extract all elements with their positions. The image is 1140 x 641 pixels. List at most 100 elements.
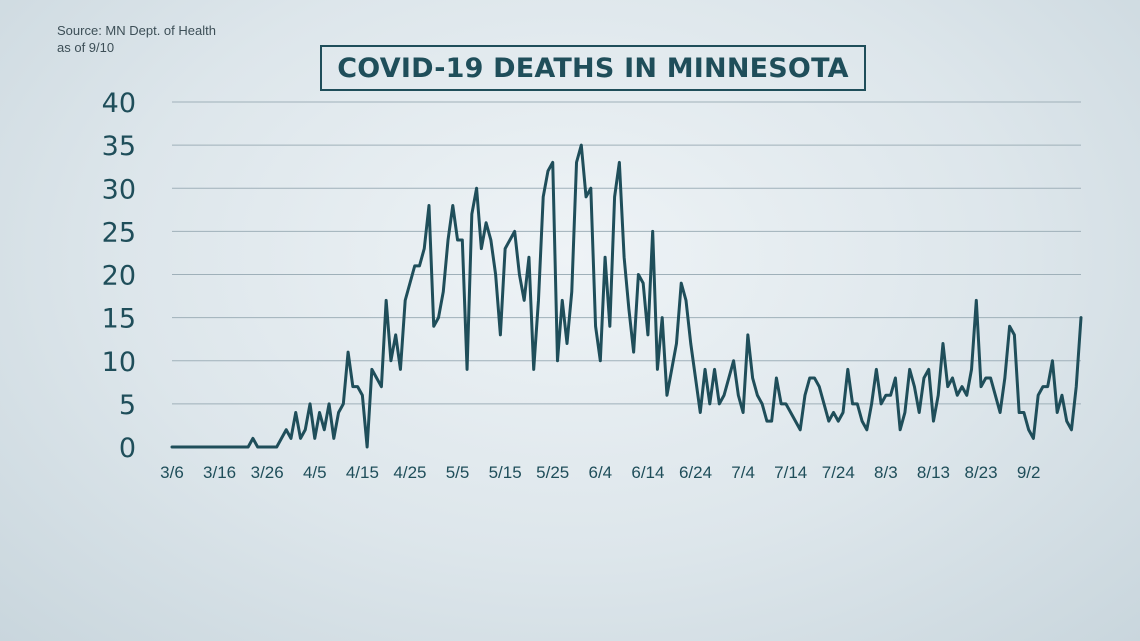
data-point xyxy=(466,368,469,371)
data-point xyxy=(618,161,621,164)
data-point xyxy=(337,411,340,414)
data-point xyxy=(723,394,726,397)
data-point xyxy=(171,446,174,449)
data-point xyxy=(1046,385,1049,388)
data-point xyxy=(680,282,683,285)
data-point xyxy=(599,359,602,362)
y-tick-label: 40 xyxy=(102,88,136,119)
data-point xyxy=(856,402,859,405)
data-point xyxy=(770,420,773,423)
data-point xyxy=(713,368,716,371)
data-point xyxy=(594,325,597,328)
data-point xyxy=(347,351,350,354)
data-point xyxy=(918,411,921,414)
x-tick-label: 8/3 xyxy=(874,463,898,482)
data-point xyxy=(908,368,911,371)
data-point xyxy=(656,368,659,371)
data-point xyxy=(894,377,897,380)
data-point xyxy=(399,368,402,371)
x-tick-label: 9/2 xyxy=(1017,463,1041,482)
data-point xyxy=(261,446,264,449)
data-point xyxy=(623,256,626,259)
data-point xyxy=(642,282,645,285)
data-point xyxy=(218,446,221,449)
data-point xyxy=(451,204,454,207)
x-tick-label: 7/4 xyxy=(731,463,755,482)
data-point xyxy=(827,420,830,423)
data-point xyxy=(922,377,925,380)
data-point xyxy=(213,446,216,449)
data-point xyxy=(423,247,426,250)
data-point xyxy=(508,239,511,242)
data-point xyxy=(865,428,868,431)
data-point xyxy=(366,446,369,449)
data-point xyxy=(927,368,930,371)
data-point xyxy=(180,446,183,449)
data-point xyxy=(742,411,745,414)
data-point xyxy=(570,290,573,293)
data-point xyxy=(780,402,783,405)
chart-title: COVID-19 DEATHS IN MINNESOTA xyxy=(337,52,849,84)
data-point xyxy=(266,446,269,449)
data-point xyxy=(727,377,730,380)
data-point xyxy=(589,187,592,190)
data-point xyxy=(289,437,292,440)
data-point xyxy=(684,299,687,302)
y-tick-label: 5 xyxy=(119,390,136,421)
data-point xyxy=(613,195,616,198)
data-point xyxy=(318,411,321,414)
series-line-deaths xyxy=(170,143,1083,449)
data-point xyxy=(1027,428,1030,431)
x-tick-label: 5/5 xyxy=(446,463,470,482)
data-point xyxy=(513,230,516,233)
data-point xyxy=(328,402,331,405)
y-tick-label: 35 xyxy=(102,131,136,162)
as-of-date: as of 9/10 xyxy=(57,40,115,55)
data-point xyxy=(975,299,978,302)
chart-title-box: COVID-19 DEATHS IN MINNESOTA xyxy=(320,45,866,91)
data-point xyxy=(651,230,654,233)
data-point xyxy=(794,420,797,423)
data-point xyxy=(789,411,792,414)
data-point xyxy=(646,333,649,336)
data-point xyxy=(670,368,673,371)
data-point xyxy=(913,385,916,388)
data-point xyxy=(984,377,987,380)
data-point xyxy=(637,273,640,276)
data-point xyxy=(989,377,992,380)
data-point xyxy=(956,394,959,397)
data-point xyxy=(875,368,878,371)
data-point xyxy=(385,299,388,302)
data-point xyxy=(932,420,935,423)
data-point xyxy=(899,428,902,431)
data-point xyxy=(537,299,540,302)
data-point xyxy=(427,204,430,207)
data-point xyxy=(585,195,588,198)
data-point xyxy=(903,411,906,414)
data-point xyxy=(999,411,1002,414)
data-point xyxy=(580,144,583,147)
data-point xyxy=(351,385,354,388)
x-tick-label: 6/4 xyxy=(589,463,613,482)
data-point xyxy=(475,187,478,190)
data-point xyxy=(803,394,806,397)
data-point xyxy=(627,308,630,311)
data-point xyxy=(808,377,811,380)
data-point xyxy=(675,342,678,345)
data-point xyxy=(556,359,559,362)
data-point xyxy=(965,394,968,397)
x-tick-label: 8/13 xyxy=(917,463,950,482)
data-point xyxy=(941,342,944,345)
data-point xyxy=(884,394,887,397)
data-point xyxy=(842,411,845,414)
x-tick-label: 6/24 xyxy=(679,463,712,482)
data-point xyxy=(523,299,526,302)
data-point xyxy=(799,428,802,431)
data-point xyxy=(832,411,835,414)
x-tick-label: 3/16 xyxy=(203,463,236,482)
x-tick-label: 8/23 xyxy=(965,463,998,482)
data-point xyxy=(527,256,530,259)
data-point xyxy=(242,446,245,449)
data-point xyxy=(342,402,345,405)
data-point xyxy=(846,368,849,371)
